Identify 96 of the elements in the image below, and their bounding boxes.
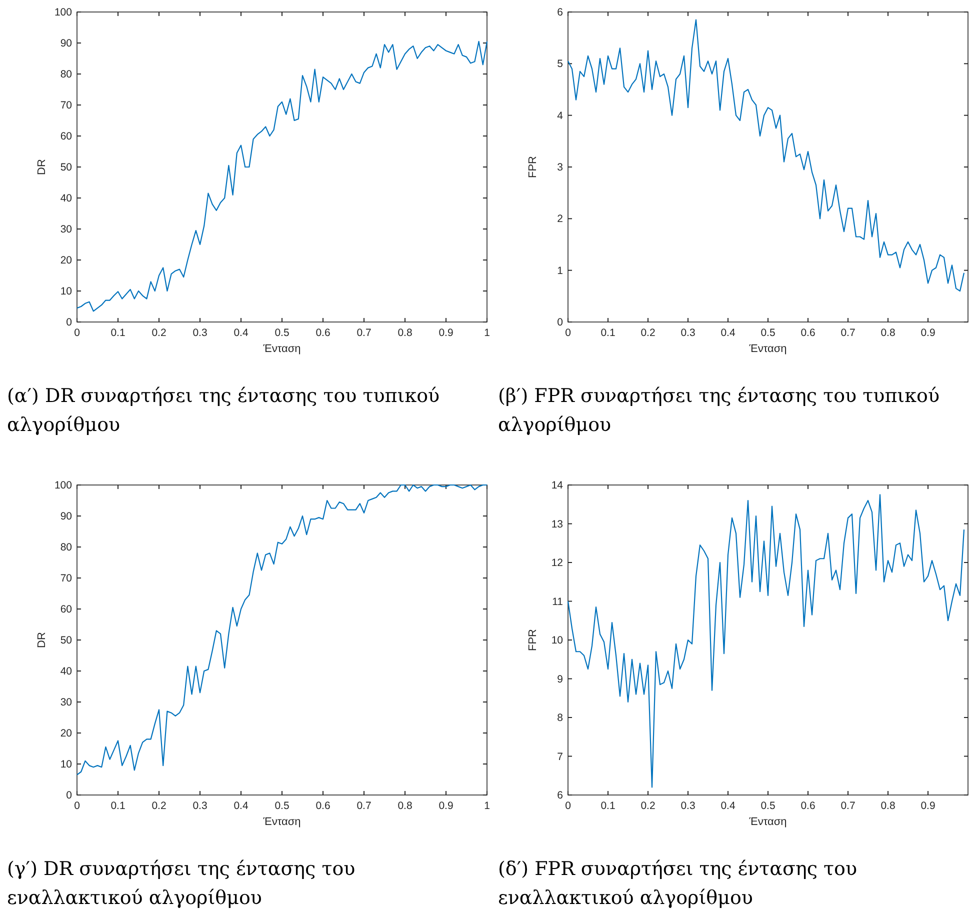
y-tick-label: 2	[557, 213, 564, 226]
x-tick-label: 0.7	[840, 327, 856, 339]
y-tick-label: 50	[60, 162, 72, 174]
x-tick-label: 0.9	[920, 800, 936, 812]
x-tick-label: 1	[484, 800, 490, 812]
x-tick-label: 0.3	[680, 800, 696, 812]
y-axis-title: FPR	[527, 628, 539, 651]
y-tick-label: 60	[60, 604, 72, 616]
y-axis-title: FPR	[527, 156, 539, 178]
y-tick-label: 90	[60, 510, 72, 522]
x-tick-label: 0.2	[640, 800, 656, 812]
x-tick-label: 0	[74, 327, 80, 339]
x-tick-label: 0	[565, 327, 572, 339]
x-axis-title: Ένταση	[262, 343, 301, 355]
y-tick-label: 13	[551, 518, 564, 530]
y-axis-title: DR	[36, 632, 48, 648]
line-series	[567, 19, 965, 292]
y-tick-label: 6	[557, 790, 564, 802]
x-tick-label: 0.5	[274, 327, 290, 339]
y-tick-label: 40	[60, 192, 72, 204]
x-tick-label: 0	[74, 800, 80, 812]
x-tick-label: 0.1	[600, 800, 616, 812]
y-tick-label: 0	[66, 790, 72, 802]
line-series	[76, 484, 488, 776]
y-tick-label: 3	[557, 162, 564, 174]
text: (β′) FPR συναρτήσει της έντασης του τυπικού αλγορίθμου	[498, 385, 940, 436]
x-tick-label: 0.1	[600, 327, 616, 339]
line-series	[76, 40, 488, 312]
y-tick-label: 14	[551, 480, 564, 492]
x-tick-label: 0.1	[110, 327, 126, 339]
x-tick-label: 0.2	[152, 800, 166, 812]
x-tick-label: 0.9	[920, 327, 936, 339]
y-tick-label: 100	[54, 480, 72, 492]
y-tick-label: 10	[60, 758, 72, 770]
y-tick-label: 40	[60, 666, 72, 678]
y-tick-label: 20	[60, 728, 72, 740]
y-tick-label: 5	[557, 58, 564, 70]
y-tick-label: 10	[551, 634, 564, 646]
x-tick-label: 0.6	[800, 800, 816, 812]
x-tick-label: 0.4	[234, 800, 248, 812]
y-tick-label: 0	[66, 316, 72, 328]
line-series	[567, 494, 965, 788]
y-tick-label: 8	[557, 712, 564, 724]
y-tick-label: 9	[557, 673, 564, 686]
text: (γ′) DR συναρτήσει της έντασης του εναλλακτικού αλγορίθμου	[7, 858, 356, 909]
x-tick-label: 0.6	[316, 327, 330, 339]
x-tick-label: 0.4	[234, 327, 248, 339]
y-axis-title: DR	[36, 159, 48, 175]
x-tick-label: 0.8	[398, 800, 412, 812]
y-tick-label: 70	[60, 572, 72, 584]
x-tick-label: 1	[484, 327, 490, 339]
y-tick-label: 12	[551, 557, 564, 569]
y-tick-label: 11	[552, 596, 564, 608]
y-tick-label: 4	[557, 110, 564, 122]
x-tick-label: 0.5	[274, 800, 290, 812]
x-tick-label: 0.2	[152, 327, 166, 339]
x-tick-label: 0.4	[720, 800, 736, 812]
x-tick-label: 0.3	[192, 800, 208, 812]
x-tick-label: 0.8	[880, 800, 896, 812]
x-tick-label: 0.8	[398, 327, 412, 339]
y-tick-label: 80	[60, 68, 72, 80]
x-tick-label: 0.6	[316, 800, 330, 812]
x-axis-title: Ένταση	[262, 816, 301, 828]
x-tick-label: 0	[565, 800, 572, 812]
x-tick-label: 0.1	[110, 800, 126, 812]
x-tick-label: 0.7	[356, 800, 372, 812]
x-tick-label: 0.5	[760, 800, 776, 812]
y-tick-label: 1	[557, 264, 564, 277]
y-tick-label: 60	[60, 130, 72, 142]
x-tick-label: 0.3	[680, 327, 696, 339]
x-tick-label: 0.3	[192, 327, 208, 339]
x-tick-label: 0.9	[438, 800, 454, 812]
x-tick-label: 0.8	[880, 327, 896, 339]
y-tick-label: 10	[60, 286, 72, 298]
x-tick-label: 0.5	[760, 327, 776, 339]
y-tick-label: 30	[60, 224, 72, 236]
x-tick-label: 0.2	[640, 327, 656, 339]
y-tick-label: 100	[54, 6, 72, 18]
text: (α′) DR συναρτήσει της έντασης του τυπικού αλγορίθμου	[7, 385, 440, 436]
y-tick-label: 80	[60, 542, 72, 554]
y-tick-label: 50	[60, 634, 72, 646]
y-tick-label: 7	[557, 750, 564, 763]
y-tick-label: 6	[557, 6, 564, 18]
x-tick-label: 0.4	[720, 327, 736, 339]
x-tick-label: 0.6	[800, 327, 816, 339]
y-tick-label: 0	[557, 316, 564, 328]
y-tick-label: 90	[60, 38, 72, 50]
x-axis-title: Ένταση	[748, 816, 787, 828]
y-tick-label: 30	[60, 696, 72, 708]
x-axis-title: Ένταση	[748, 343, 787, 355]
text: (δ′) FPR συναρτήσει της έντασης του εναλλακτικού αλγορίθμου	[498, 858, 858, 909]
x-tick-label: 0.9	[438, 327, 454, 339]
y-tick-label: 70	[60, 100, 72, 112]
x-tick-label: 0.7	[840, 800, 856, 812]
x-tick-label: 0.7	[356, 327, 372, 339]
y-tick-label: 20	[60, 254, 72, 266]
